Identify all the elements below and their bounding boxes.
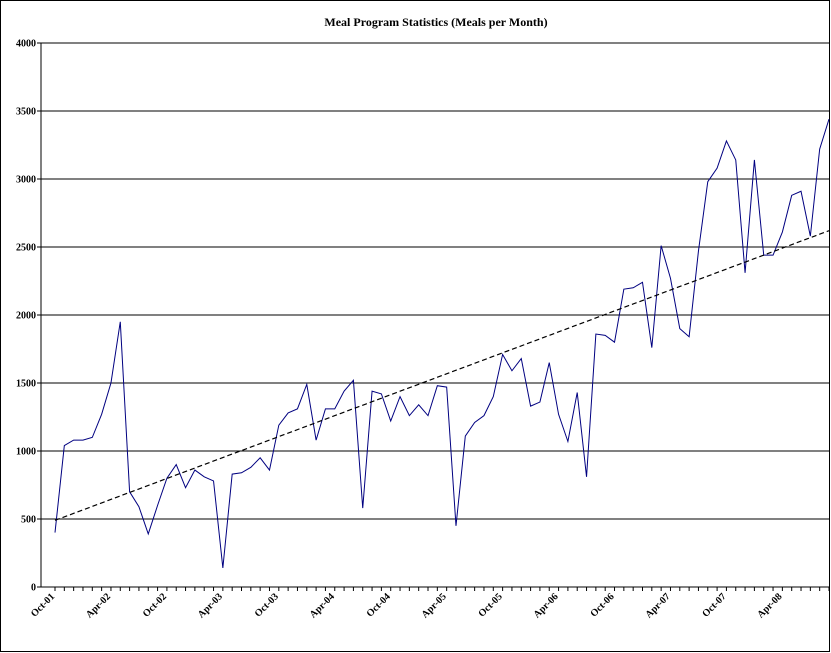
y-tick-label: 3000 bbox=[16, 175, 36, 186]
y-tick-label: 3500 bbox=[16, 107, 36, 118]
y-tick-label: 4000 bbox=[16, 39, 36, 50]
trend-line bbox=[54, 230, 830, 521]
y-tick-label: 2500 bbox=[16, 243, 36, 254]
y-tick-label: 1000 bbox=[16, 447, 36, 458]
y-tick-label: 1500 bbox=[16, 379, 36, 390]
chart-title: Meal Program Statistics (Meals per Month… bbox=[324, 15, 547, 29]
data-line bbox=[54, 119, 830, 569]
y-tick-label: 0 bbox=[31, 583, 36, 594]
y-tick-label: 2000 bbox=[16, 311, 36, 322]
y-tick-label: 500 bbox=[21, 515, 36, 526]
